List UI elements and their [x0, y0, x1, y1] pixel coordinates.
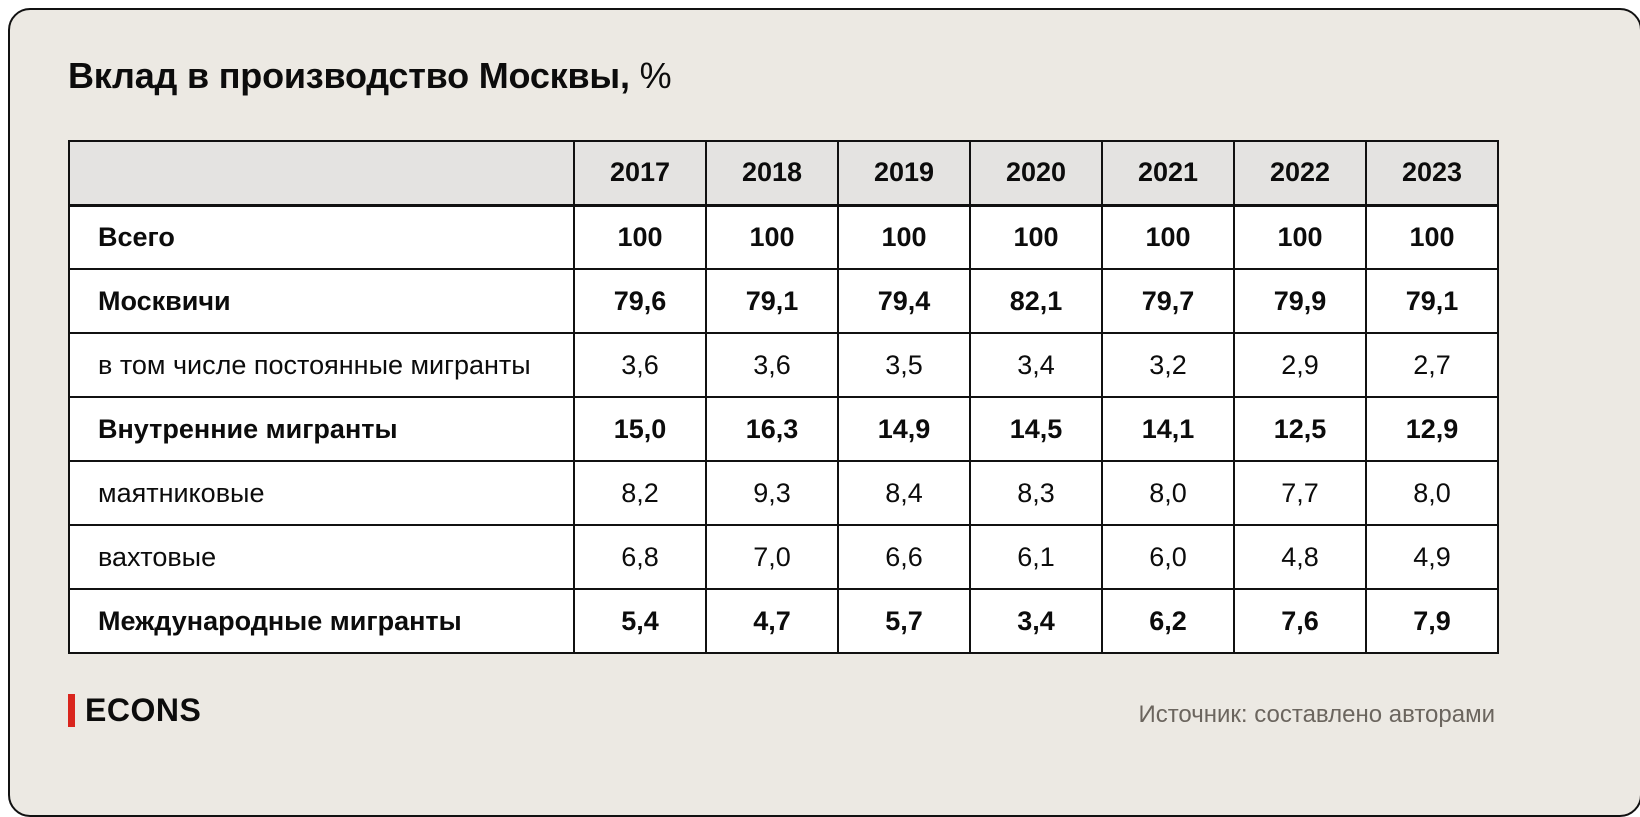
value-cell: 79,6 [573, 268, 707, 334]
value-cell: 14,5 [969, 396, 1103, 462]
value-cell: 16,3 [705, 396, 839, 462]
footer: ECONS Источник: составлено авторами [68, 688, 1495, 732]
value-cell: 79,9 [1233, 268, 1367, 334]
value-cell: 2,9 [1233, 332, 1367, 398]
value-cell: 8,2 [573, 460, 707, 526]
row-label: Международные мигранты [68, 588, 575, 654]
table-row: Москвичи 79,6 79,1 79,4 82,1 79,7 79,9 79,1 [68, 268, 1499, 334]
table-row: в том числе постоянные мигранты 3,6 3,6 3,5… [68, 332, 1499, 398]
value-cell: 82,1 [969, 268, 1103, 334]
table-row: вахтовые 6,8 7,0 6,6 6,1 6,0 4,8 4,9 [68, 524, 1499, 590]
table-row: Внутренние мигранты 15,0 16,3 14,9 14,5 14,1 1… [68, 396, 1499, 462]
value-cell: 6,6 [837, 524, 971, 590]
value-cell: 8,3 [969, 460, 1103, 526]
value-cell: 79,7 [1101, 268, 1235, 334]
year-header-2022: 2022 [1233, 140, 1367, 207]
value-cell: 5,7 [837, 588, 971, 654]
value-cell: 79,4 [837, 268, 971, 334]
value-cell: 100 [969, 204, 1103, 270]
value-cell: 8,0 [1101, 460, 1235, 526]
value-cell: 7,6 [1233, 588, 1367, 654]
source-note: Источник: составлено авторами [1138, 701, 1495, 728]
year-header-2020: 2020 [969, 140, 1103, 207]
chart-title: Вклад в производство Москвы, % [68, 54, 672, 97]
value-cell: 5,4 [573, 588, 707, 654]
table-header: 2017 2018 2019 2020 2021 2022 2023 [68, 140, 1499, 207]
value-cell: 100 [573, 204, 707, 270]
data-table: 2017 2018 2019 2020 2021 2022 2023 Всего 100 100… [68, 140, 1499, 654]
logo-red-bar-icon [68, 693, 75, 727]
table-header-row: 2017 2018 2019 2020 2021 2022 2023 [68, 140, 1499, 207]
value-cell: 7,7 [1233, 460, 1367, 526]
table-row: Всего 100 100 100 100 100 100 100 [68, 204, 1499, 270]
value-cell: 100 [705, 204, 839, 270]
value-cell: 6,8 [573, 524, 707, 590]
value-cell: 100 [1101, 204, 1235, 270]
table-body: Всего 100 100 100 100 100 100 100 Москвичи 79,6 79… [68, 204, 1499, 654]
row-label: Внутренние мигранты [68, 396, 575, 462]
value-cell: 12,5 [1233, 396, 1367, 462]
value-cell: 12,9 [1365, 396, 1499, 462]
value-cell: 3,4 [969, 332, 1103, 398]
value-cell: 100 [1233, 204, 1367, 270]
value-cell: 3,4 [969, 588, 1103, 654]
row-label: маятниковые [68, 460, 575, 526]
table-row: Международные мигранты 5,4 4,7 5,7 3,4 6,2 7,6… [68, 588, 1499, 654]
value-cell: 4,9 [1365, 524, 1499, 590]
row-label: Москвичи [68, 268, 575, 334]
corner-cell [68, 140, 575, 207]
value-cell: 4,7 [705, 588, 839, 654]
year-header-2021: 2021 [1101, 140, 1235, 207]
value-cell: 6,2 [1101, 588, 1235, 654]
chart-card: Вклад в производство Москвы, % 2017 2018 2… [8, 8, 1640, 817]
year-header-2023: 2023 [1365, 140, 1499, 207]
year-header-2017: 2017 [573, 140, 707, 207]
value-cell: 100 [1365, 204, 1499, 270]
value-cell: 14,1 [1101, 396, 1235, 462]
chart-title-text: Вклад в производство Москвы, [68, 55, 630, 96]
value-cell: 6,1 [969, 524, 1103, 590]
value-cell: 100 [837, 204, 971, 270]
value-cell: 4,8 [1233, 524, 1367, 590]
value-cell: 79,1 [705, 268, 839, 334]
year-header-2019: 2019 [837, 140, 971, 207]
econs-logo: ECONS [68, 692, 201, 729]
value-cell: 9,3 [705, 460, 839, 526]
value-cell: 3,5 [837, 332, 971, 398]
value-cell: 3,6 [573, 332, 707, 398]
value-cell: 2,7 [1365, 332, 1499, 398]
value-cell: 8,4 [837, 460, 971, 526]
value-cell: 14,9 [837, 396, 971, 462]
value-cell: 8,0 [1365, 460, 1499, 526]
row-label: вахтовые [68, 524, 575, 590]
value-cell: 7,9 [1365, 588, 1499, 654]
logo-text: ECONS [85, 691, 202, 728]
row-label: в том числе постоянные мигранты [68, 332, 575, 398]
table-row: маятниковые 8,2 9,3 8,4 8,3 8,0 7,7 8,0 [68, 460, 1499, 526]
year-header-2018: 2018 [705, 140, 839, 207]
value-cell: 3,2 [1101, 332, 1235, 398]
value-cell: 6,0 [1101, 524, 1235, 590]
value-cell: 3,6 [705, 332, 839, 398]
value-cell: 7,0 [705, 524, 839, 590]
row-label: Всего [68, 204, 575, 270]
value-cell: 15,0 [573, 396, 707, 462]
chart-title-unit: % [629, 55, 672, 96]
value-cell: 79,1 [1365, 268, 1499, 334]
